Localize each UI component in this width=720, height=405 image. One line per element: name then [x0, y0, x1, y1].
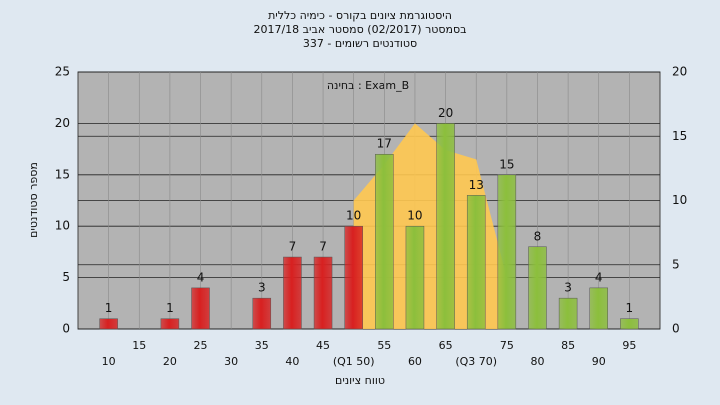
bar — [160, 318, 180, 330]
data-label: 8 — [534, 229, 542, 243]
y-tick-label: 10 — [55, 219, 70, 233]
y-tick-label: 20 — [55, 116, 70, 130]
data-label: 20 — [438, 106, 453, 120]
bar — [252, 297, 272, 330]
y-axis-label: מספר סטודנטים — [27, 162, 40, 238]
data-label: 4 — [197, 270, 205, 284]
x-tick-label: 55 — [377, 339, 391, 352]
bar — [313, 256, 333, 330]
y-tick-label: 5 — [62, 270, 70, 284]
bar — [497, 174, 517, 330]
title-line: סטודנטים רשומים - 337 — [303, 37, 417, 50]
y2-tick-label: 0 — [672, 322, 680, 336]
bar — [375, 153, 394, 330]
data-label: 17 — [377, 137, 392, 151]
annotation: בחינה : Exam_B — [327, 79, 409, 92]
bar — [191, 287, 210, 330]
data-label: 3 — [258, 281, 266, 295]
x-tick-label: 25 — [194, 339, 208, 352]
x-tick-label: 85 — [561, 339, 575, 352]
x-tick-label: 40 — [285, 355, 299, 368]
data-label: 1 — [626, 301, 634, 315]
bar — [99, 318, 118, 330]
x-tick-label: 30 — [224, 355, 238, 368]
bar — [620, 318, 639, 330]
title-line: היסטוגרמת ציונים בקורס - כימיה כללית — [268, 9, 452, 22]
x-tick-label: 60 — [408, 355, 422, 368]
x-tick-label: 10 — [102, 355, 116, 368]
x-tick-label: (Q1 50) — [333, 355, 375, 368]
y-tick-label: 0 — [62, 322, 70, 336]
x-tick-label: 65 — [439, 339, 453, 352]
y2-tick-label: 20 — [672, 65, 687, 79]
bar — [528, 246, 547, 330]
x-tick-label: 80 — [530, 355, 544, 368]
x-tick-label: 95 — [622, 339, 636, 352]
data-label: 7 — [319, 240, 327, 254]
y2-tick-label: 10 — [672, 193, 687, 207]
x-tick-label: (Q3 70) — [455, 355, 497, 368]
y2-tick-label: 5 — [672, 257, 680, 271]
y-tick-label: 25 — [55, 65, 70, 79]
data-label: 3 — [564, 281, 572, 295]
bar — [436, 123, 455, 330]
bar — [405, 225, 425, 330]
data-label: 10 — [346, 209, 361, 223]
x-tick-label: 90 — [592, 355, 606, 368]
title-line: בסמסטר (02/2017) סמסטר אביב 2017/18 — [253, 23, 466, 36]
bar — [344, 225, 363, 330]
bar — [589, 287, 608, 330]
data-label: 15 — [499, 157, 514, 171]
data-label: 4 — [595, 270, 603, 284]
x-tick-label: 20 — [163, 355, 177, 368]
y2-tick-label: 15 — [672, 129, 687, 143]
x-tick-label: 15 — [132, 339, 146, 352]
bar — [283, 256, 302, 330]
x-axis-label: טווח ציונים — [335, 374, 385, 387]
data-label: 1 — [105, 301, 113, 315]
x-tick-label: 45 — [316, 339, 330, 352]
data-label: 13 — [469, 178, 484, 192]
data-label: 7 — [289, 240, 297, 254]
x-tick-label: 75 — [500, 339, 514, 352]
bar — [466, 195, 486, 330]
y-tick-label: 15 — [55, 167, 70, 181]
data-label: 10 — [407, 209, 422, 223]
bar — [558, 297, 578, 330]
data-label: 1 — [166, 301, 174, 315]
x-tick-label: 35 — [255, 339, 269, 352]
